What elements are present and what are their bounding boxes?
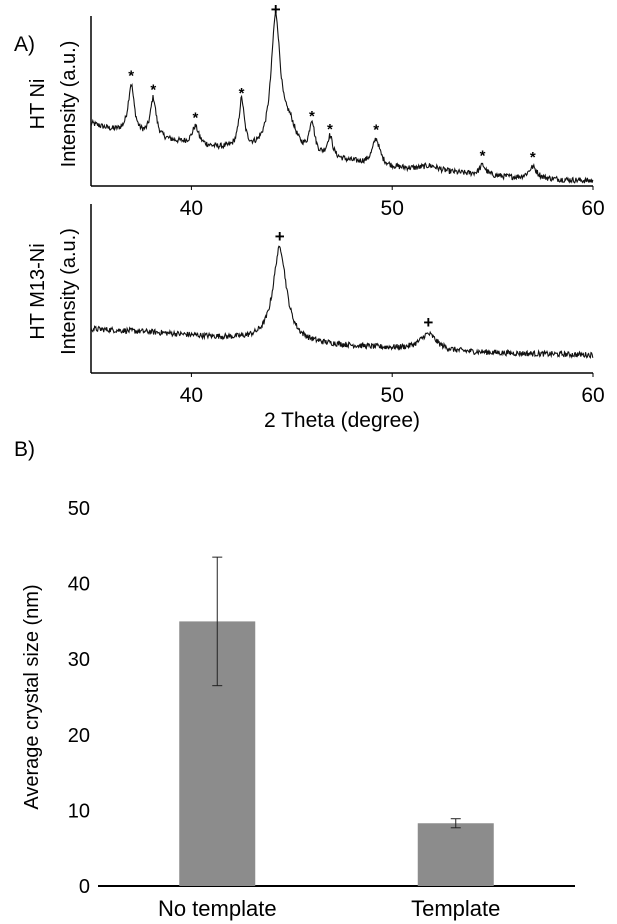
y-tick-label: 0 (79, 876, 90, 898)
x-tick-label: 40 (180, 384, 203, 407)
x-category-label: No template (158, 896, 277, 921)
x-axis-title: 2 Theta (degree) (264, 409, 420, 432)
x-tick-label: 60 (581, 384, 604, 407)
y-axis-sample-label: HT M13-Ni (27, 243, 49, 339)
y-tick-label: 30 (68, 649, 90, 671)
y-tick-label: 20 (68, 725, 90, 747)
y-axis-sample-label: HT Ni (27, 79, 49, 130)
bar (417, 823, 494, 886)
xrd-chart-ht-ni: 40 50 60 * * * * + * * * * * HT Ni Intensity (a.u.) (27, 0, 605, 220)
xrd-spectrum-line (90, 245, 594, 359)
peak-marker: + (271, 0, 281, 19)
x-category-label: Template (411, 896, 500, 921)
peak-marker: * (480, 148, 486, 165)
x-tick-label: 50 (381, 384, 404, 407)
panel-b-label: B) (14, 438, 35, 461)
y-axis-title: Intensity (a.u.) (58, 41, 80, 168)
peak-marker: * (192, 110, 198, 127)
xrd-chart-ht-m13-ni: 40 50 60 + + HT M13-Ni Intensity (a.u.) 2 Theta… (27, 204, 605, 432)
y-tick-label: 40 (68, 574, 90, 596)
peak-marker: * (373, 122, 379, 139)
peak-marker: + (423, 313, 433, 332)
x-tick-label: 60 (581, 197, 604, 220)
y-tick-label: 50 (68, 498, 90, 520)
peak-marker: + (275, 227, 285, 246)
y-axis-title: Intensity (a.u.) (58, 228, 80, 355)
x-tick-label: 40 (180, 197, 203, 220)
panel-a-label: A) (14, 33, 35, 56)
peak-marker: * (530, 149, 536, 166)
peak-marker: * (128, 67, 134, 84)
crystal-size-bar-chart: 0 10 20 30 40 50 No template Template Average cr… (21, 498, 575, 921)
x-tick-label: 50 (381, 197, 404, 220)
peak-marker: * (309, 108, 315, 125)
y-axis-title: Average crystal size (nm) (21, 584, 43, 809)
peak-marker: * (327, 121, 333, 138)
xrd-spectrum-line (90, 11, 594, 184)
y-tick-label: 10 (68, 800, 90, 822)
peak-marker: * (239, 85, 245, 102)
peak-marker: * (150, 81, 156, 98)
